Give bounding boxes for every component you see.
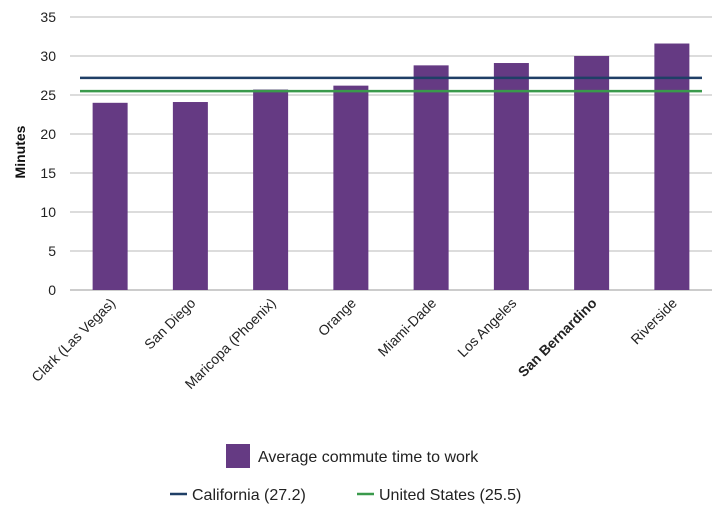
- x-tick-label: Riverside: [627, 295, 680, 348]
- x-tick-label: Maricopa (Phoenix): [182, 295, 279, 392]
- x-tick-label: Orange: [315, 295, 359, 339]
- bar: [92, 102, 128, 290]
- y-tick-label: 35: [40, 9, 56, 25]
- bar: [413, 65, 449, 290]
- bar: [333, 85, 369, 290]
- x-tick-label: San Diego: [141, 295, 199, 353]
- y-axis-title: Minutes: [12, 125, 28, 178]
- y-tick-label: 20: [40, 126, 56, 142]
- bar: [654, 43, 690, 290]
- y-tick-label: 25: [40, 87, 56, 103]
- y-tick-label: 10: [40, 204, 56, 220]
- y-tick-label: 30: [40, 48, 56, 64]
- reference-lines: [80, 76, 702, 93]
- gridlines: [70, 16, 712, 291]
- bars: [92, 43, 690, 291]
- bar: [253, 89, 289, 290]
- x-tick-label: Los Angeles: [454, 295, 519, 360]
- x-tick-label: Miami-Dade: [375, 295, 440, 360]
- legend-label: Average commute time to work: [258, 449, 479, 466]
- y-tick-label: 5: [48, 243, 56, 259]
- legend-swatch: [226, 444, 250, 468]
- bar: [493, 63, 529, 290]
- bar: [172, 102, 208, 291]
- x-tick-label: San Bernardino: [515, 295, 600, 380]
- x-tick-label: Clark (Las Vegas): [28, 295, 118, 385]
- legend: Average commute time to work California (…: [170, 444, 521, 504]
- bar: [574, 56, 610, 290]
- legend-label: California (27.2): [192, 487, 306, 504]
- y-tick-label: 0: [48, 282, 56, 298]
- y-tick-label: 15: [40, 165, 56, 181]
- legend-label: United States (25.5): [379, 487, 521, 504]
